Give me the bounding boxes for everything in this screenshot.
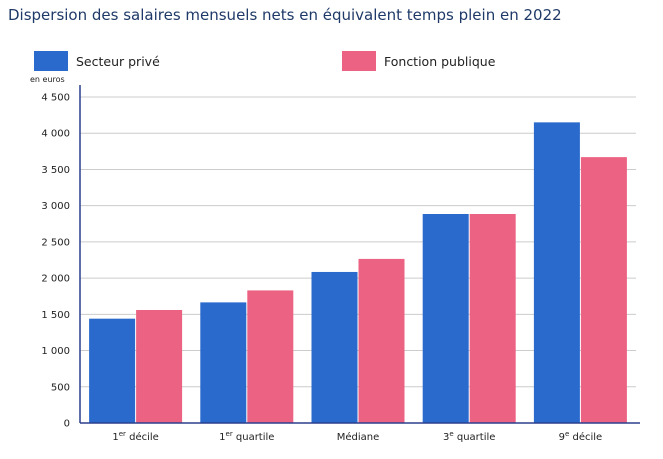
bar-fonction-publique (136, 309, 183, 423)
bar-secteur-prive (422, 213, 469, 423)
y-axis-unit-label: en euros (30, 75, 65, 84)
y-tick-label: 1 000 (41, 346, 70, 357)
legend-label-public: Fonction publique (384, 53, 496, 69)
y-tick-label: 2 000 (41, 274, 70, 285)
x-tick-label: Médiane (337, 431, 380, 443)
legend-item-public: Fonction publique (342, 51, 495, 71)
x-tick-label: 9e décile (559, 430, 603, 443)
x-tick-label: 1er décile (112, 430, 158, 443)
y-tick-label: 2 500 (41, 237, 70, 248)
y-tick-label: 0 (64, 419, 70, 430)
y-tick-label: 4 500 (41, 93, 70, 104)
y-tick-label: 500 (51, 382, 70, 393)
x-tick-label: 1er quartile (219, 430, 274, 443)
y-tick-label: 1 500 (41, 310, 70, 321)
bar-secteur-prive (200, 302, 247, 423)
legend-item-private: Secteur privé (34, 51, 160, 71)
bar-fonction-publique (469, 213, 516, 423)
bar-fonction-publique (358, 258, 405, 423)
chart-title: Dispersion des salaires mensuels nets en… (8, 6, 562, 24)
bar-secteur-prive (89, 318, 136, 423)
y-tick-label: 3 000 (41, 201, 70, 212)
y-tick-label: 4 000 (41, 129, 70, 140)
bar-secteur-prive (311, 271, 358, 423)
y-tick-label: 3 500 (41, 165, 70, 176)
bar-fonction-publique (247, 290, 294, 423)
legend-swatch-public (342, 51, 376, 71)
legend-swatch-private (34, 51, 68, 71)
bar-fonction-publique (580, 157, 627, 423)
bar-secteur-prive (533, 122, 580, 423)
x-tick-label: 3e quartile (443, 430, 495, 443)
legend-label-private: Secteur privé (76, 53, 160, 69)
